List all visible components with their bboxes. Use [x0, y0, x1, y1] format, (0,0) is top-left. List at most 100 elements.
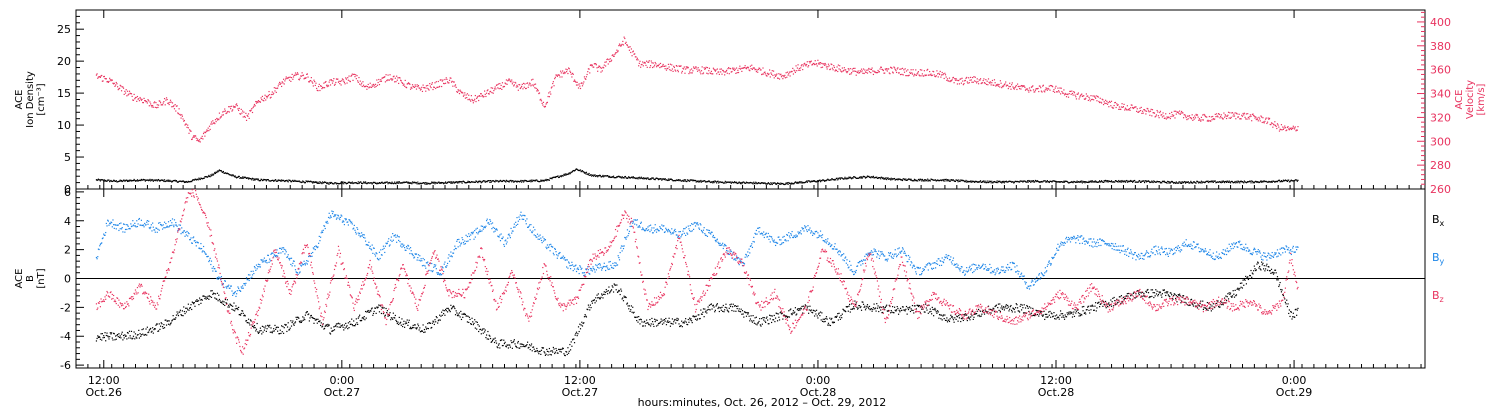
- data-point: [1154, 116, 1156, 118]
- data-point: [1197, 116, 1199, 118]
- data-point: [103, 75, 105, 78]
- data-point: [327, 323, 329, 325]
- data-point: [246, 321, 248, 324]
- data-point: [651, 62, 653, 64]
- data-point: [1040, 90, 1042, 92]
- data-point: [883, 178, 885, 180]
- data-point: [394, 317, 396, 319]
- data-point: [490, 341, 492, 343]
- data-point: [904, 310, 906, 312]
- data-point: [1028, 180, 1031, 182]
- data-point: [1051, 85, 1053, 87]
- data-point: [788, 71, 791, 73]
- data-point: [1068, 92, 1070, 95]
- data-point: [97, 335, 99, 337]
- data-point: [586, 73, 588, 76]
- data-point: [872, 175, 875, 177]
- data-point: [234, 106, 236, 108]
- data-point: [714, 70, 716, 72]
- data-point: [956, 179, 959, 182]
- data-point: [372, 181, 375, 183]
- data-point: [1063, 181, 1066, 183]
- data-point: [230, 105, 232, 107]
- data-point: [499, 180, 501, 182]
- data-point: [649, 318, 651, 321]
- data-point: [891, 179, 893, 181]
- data-point: [554, 76, 556, 78]
- data-point: [532, 179, 535, 182]
- data-point: [1009, 85, 1011, 88]
- data-point: [618, 43, 621, 45]
- data-point: [934, 179, 936, 181]
- data-point: [1282, 179, 1285, 181]
- data-point: [1233, 113, 1235, 115]
- data-point: [566, 351, 568, 353]
- data-point: [495, 342, 498, 344]
- data-point: [244, 176, 246, 178]
- data-point: [716, 303, 718, 305]
- data-point: [376, 182, 379, 184]
- data-point: [312, 317, 314, 319]
- data-point: [617, 175, 619, 178]
- data-point: [212, 293, 214, 295]
- right-y-tick-label: 300: [1430, 135, 1451, 148]
- data-point: [669, 321, 671, 323]
- data-point: [1177, 111, 1179, 113]
- data-point: [228, 106, 230, 108]
- data-point: [1256, 181, 1258, 184]
- data-point: [485, 95, 487, 98]
- data-point: [542, 347, 544, 349]
- data-point: [843, 310, 845, 312]
- data-point: [349, 80, 351, 82]
- data-point: [288, 79, 291, 81]
- data-point: [248, 177, 250, 179]
- data-point: [707, 180, 709, 183]
- data-point: [645, 64, 647, 67]
- data-point: [648, 324, 650, 326]
- data-point: [429, 322, 431, 324]
- data-point: [710, 303, 713, 305]
- data-point: [265, 180, 267, 182]
- data-point: [279, 329, 281, 331]
- data-point: [750, 67, 752, 70]
- data-point: [669, 63, 672, 65]
- data-point: [185, 181, 187, 183]
- data-point: [774, 74, 776, 76]
- data-point: [766, 75, 768, 77]
- data-point: [306, 73, 308, 76]
- data-point: [232, 174, 234, 176]
- data-point: [909, 179, 912, 181]
- data-point: [1047, 181, 1049, 183]
- data-point: [798, 67, 800, 70]
- data-point: [727, 68, 729, 70]
- data-point: [1172, 115, 1174, 118]
- data-point: [367, 83, 369, 86]
- data-point: [878, 307, 880, 309]
- data-point: [347, 322, 349, 324]
- data-point: [421, 86, 423, 88]
- data-point: [1157, 181, 1160, 183]
- data-point: [154, 106, 156, 108]
- data-point: [323, 87, 326, 89]
- data-point: [320, 322, 322, 324]
- data-point: [174, 104, 176, 106]
- data-point: [554, 78, 556, 80]
- data-point: [1284, 180, 1286, 182]
- data-point: [190, 180, 192, 182]
- data-point: [313, 322, 315, 324]
- data-point: [365, 182, 367, 184]
- data-point: [706, 180, 709, 183]
- data-point: [485, 92, 488, 94]
- data-point: [449, 77, 451, 79]
- data-point: [202, 138, 204, 140]
- data-point: [484, 93, 486, 95]
- data-point: [1107, 181, 1109, 183]
- data-point: [431, 82, 433, 84]
- data-point: [1131, 104, 1133, 106]
- data-point: [439, 182, 441, 184]
- data-point: [1278, 126, 1280, 128]
- data-point: [1059, 87, 1061, 89]
- data-point: [334, 83, 336, 85]
- data-point: [157, 179, 159, 181]
- data-point: [856, 308, 859, 310]
